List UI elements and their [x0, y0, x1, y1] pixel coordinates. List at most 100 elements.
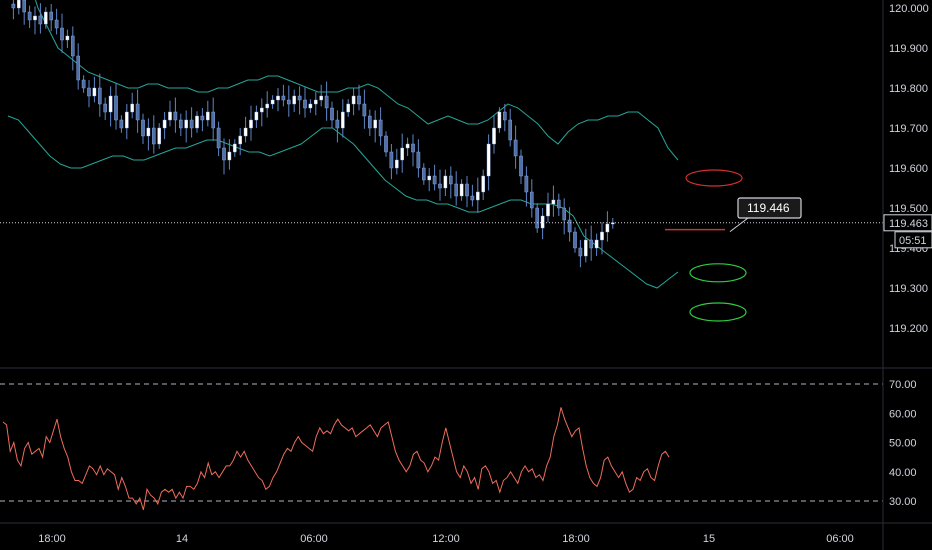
- candle-body: [438, 183, 442, 189]
- rsi-tick-label: 50.00: [889, 438, 917, 450]
- rsi-tick-label: 30.00: [889, 496, 917, 508]
- candle-body: [341, 111, 345, 129]
- countdown-tag: [894, 231, 932, 249]
- candle-body: [162, 119, 167, 129]
- candle-body: [308, 103, 313, 109]
- candle-body: [146, 127, 151, 137]
- price-tick-label: 120.000: [889, 3, 929, 15]
- candle-body: [232, 143, 237, 153]
- candle-body: [49, 11, 53, 21]
- candle-body: [168, 111, 172, 121]
- countdown-label: 05:51: [899, 235, 927, 247]
- candle-body: [335, 119, 340, 129]
- target-up-ellipse[interactable]: [685, 169, 743, 187]
- time-tick-label: 06:00: [300, 533, 328, 545]
- candle-body: [184, 119, 189, 129]
- time-axis[interactable]: 18:00 14 06:00 12:00 18:00 15 06:00: [0, 522, 932, 545]
- candle-body: [254, 111, 259, 121]
- candle-body: [103, 103, 107, 113]
- candle-body: [211, 111, 216, 129]
- candle-body: [227, 151, 232, 161]
- candle-body: [422, 167, 426, 181]
- candle-body: [324, 95, 329, 109]
- candle-body: [486, 143, 491, 177]
- candle-body: [173, 111, 178, 121]
- price-tick-label: 119.500: [889, 203, 928, 215]
- candle-body: [567, 219, 572, 233]
- candle-body: [157, 127, 162, 145]
- candle-body: [389, 151, 394, 169]
- candle-body: [222, 147, 226, 161]
- price-pane[interactable]: 119.446: [0, 0, 883, 322]
- candle-body: [405, 143, 410, 149]
- candle-body: [589, 239, 593, 249]
- candle-body: [373, 119, 378, 129]
- last-price-tag: [883, 214, 932, 232]
- candle-body: [384, 135, 388, 153]
- target-down-ellipse[interactable]: [689, 263, 747, 283]
- candle-body: [411, 143, 415, 153]
- candle-body: [178, 119, 183, 129]
- candle-body: [540, 215, 545, 229]
- candle-body: [17, 0, 21, 9]
- bollinger-upper-band: [34, 0, 679, 161]
- candle-body: [44, 11, 48, 25]
- candle-body: [578, 247, 583, 257]
- candle-body: [70, 35, 75, 57]
- candle-body: [465, 183, 469, 197]
- candle-body: [470, 195, 475, 201]
- candle-body: [22, 0, 27, 13]
- candle-body: [346, 103, 351, 113]
- candle-body: [205, 111, 210, 121]
- candle-body: [92, 87, 97, 97]
- candle-body: [513, 139, 518, 157]
- candle-body: [395, 159, 399, 169]
- time-tick-label: 06:00: [826, 533, 854, 545]
- candle-body: [303, 99, 307, 109]
- candle-body: [119, 119, 124, 129]
- candle-body: [297, 95, 302, 101]
- callout-box[interactable]: [737, 197, 802, 219]
- candle-body: [141, 119, 145, 137]
- candle-body: [38, 15, 43, 25]
- price-tick-label: 119.800: [889, 83, 928, 95]
- candle-body: [476, 191, 480, 201]
- candle-body: [416, 151, 421, 169]
- candle-body: [492, 127, 496, 145]
- candle-body: [573, 231, 577, 249]
- candle-body: [243, 127, 248, 137]
- candle-body: [97, 87, 102, 105]
- candle-body: [195, 115, 199, 129]
- time-tick-label: 14: [176, 533, 188, 545]
- candle-body: [60, 27, 64, 41]
- candle-body: [459, 183, 464, 197]
- candle-body: [81, 79, 86, 89]
- candle-body: [314, 99, 318, 105]
- candle-body: [135, 103, 140, 121]
- candle-body: [427, 175, 432, 181]
- candle-body: [508, 119, 513, 141]
- candle-body: [76, 55, 80, 81]
- target-down-ellipse[interactable]: [689, 302, 747, 322]
- rsi-pane[interactable]: [0, 367, 932, 510]
- candle-body: [27, 11, 32, 21]
- candle-body: [108, 95, 113, 113]
- rsi-line: [2, 407, 670, 510]
- price-axis[interactable]: 120.000 119.900 119.800 119.700 119.600 119.5…: [882, 0, 932, 550]
- candle-body: [319, 95, 324, 101]
- candle-body: [449, 175, 453, 185]
- candle-body: [584, 239, 588, 257]
- price-tick-label: 119.900: [889, 43, 928, 55]
- candle-body: [33, 15, 37, 21]
- candle-body: [546, 203, 550, 217]
- candle-body: [519, 155, 523, 177]
- rsi-tick-label: 70.00: [889, 379, 917, 391]
- candle-body: [378, 119, 383, 137]
- candle-body: [330, 107, 334, 121]
- rsi-tick-label: 40.00: [889, 467, 917, 479]
- candle-body: [535, 207, 539, 229]
- last-price-label: 119.463: [889, 218, 928, 230]
- rsi-tick-label: 60.00: [889, 408, 917, 420]
- time-tick-label: 15: [703, 533, 715, 545]
